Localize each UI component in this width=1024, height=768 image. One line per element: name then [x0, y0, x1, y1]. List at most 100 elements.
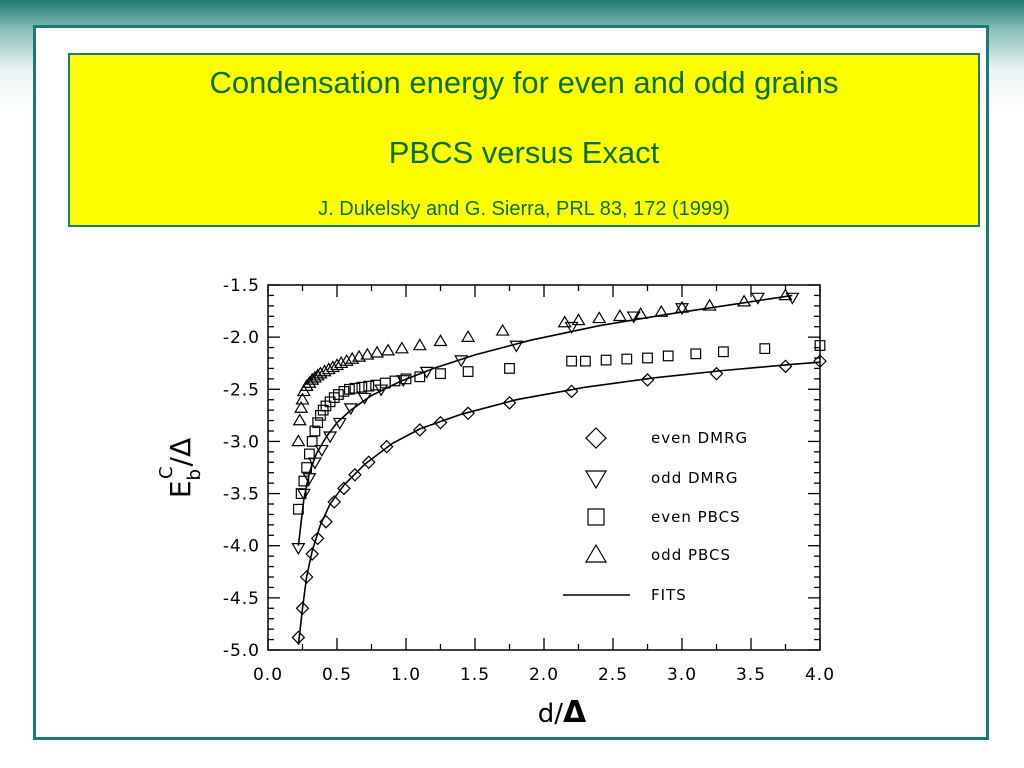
odd-pbcs-point: [299, 378, 314, 391]
even-pbcs-point: [600, 354, 612, 366]
even-pbcs-point: [298, 475, 310, 487]
odd-pbcs-point: [612, 309, 627, 322]
citation: J. Dukelsky and G. Sierra, PRL 83, 172 (…: [318, 198, 730, 220]
even-pbcs-point: [389, 375, 401, 387]
odd-dmrg-point: [291, 542, 306, 555]
even-pbcs-point: [328, 392, 340, 404]
x-tick-label: 0.5: [322, 665, 352, 685]
odd-pbcs-point: [339, 353, 354, 366]
even-pbcs-point: [642, 352, 653, 364]
even-dmrg-point: [361, 455, 376, 470]
odd-pbcs-point: [592, 311, 607, 324]
even-dmrg-point: [709, 366, 724, 381]
odd-dmrg-point: [785, 292, 800, 305]
y-tick-label: -3.5: [223, 485, 260, 505]
y-axis-title-sup: C: [156, 466, 177, 479]
y-tick-label: -5.0: [223, 641, 260, 661]
odd-dmrg-point: [332, 417, 347, 430]
legend: even DMRG odd DMRG even PBCS odd PBCS FITS: [563, 427, 748, 604]
odd-pbcs-point: [291, 434, 306, 447]
even-pbcs-point: [579, 355, 591, 367]
data-points: [291, 288, 827, 645]
odd-pbcs-point: [334, 356, 349, 369]
svg-text:EbC/Δ: EbC/Δ: [156, 438, 205, 498]
odd-pbcs-point: [360, 347, 375, 360]
odd-pbcs-point: [305, 372, 320, 385]
plot-area-border: [267, 284, 821, 651]
odd-dmrg-point: [626, 311, 641, 324]
x-axis-title: d/Δ: [538, 695, 587, 730]
x-tick-label: 1.0: [391, 665, 421, 685]
odd-dmrg-point: [564, 321, 579, 334]
even-pbcs-point: [690, 348, 702, 360]
even-pbcs-point: [301, 462, 313, 473]
even-pbcs-point: [414, 371, 426, 383]
even-dmrg-point: [640, 373, 655, 387]
even-pbcs-point: [309, 425, 321, 437]
legend-label: odd PBCS: [651, 546, 731, 564]
odd-pbcs-point: [433, 334, 448, 347]
y-tick-label: -2.0: [223, 328, 260, 348]
even-dmrg-point: [412, 423, 427, 437]
slide-title: Condensation energy for even and odd gra…: [209, 65, 839, 100]
odd-dmrg-point: [357, 392, 372, 405]
y-tick-label: -4.0: [223, 537, 260, 557]
odd-pbcs-point: [571, 313, 586, 326]
even-pbcs-point: [320, 400, 332, 412]
legend-marker-odd-dmrg: [584, 470, 608, 490]
x-axis-title-main: d/: [538, 699, 564, 729]
title-box: Condensation energy for even and odd gra…: [68, 53, 980, 227]
even-dmrg-point: [778, 359, 793, 374]
legend-label: even DMRG: [651, 429, 748, 447]
even-dmrg-point: [461, 406, 475, 421]
even-pbcs-point: [317, 404, 329, 416]
odd-dmrg-point: [509, 340, 524, 353]
even-pbcs-point: [356, 381, 368, 393]
odd-dmrg-point: [343, 403, 358, 416]
even-dmrg-point: [433, 415, 448, 430]
even-pbcs-point: [759, 343, 771, 355]
odd-pbcs-point: [737, 294, 752, 307]
odd-dmrg-point: [296, 488, 311, 501]
odd-pbcs-point: [495, 323, 510, 336]
x-tick-label: 0.0: [253, 665, 283, 685]
y-axis-title-tail: /Δ: [164, 438, 197, 467]
even-pbcs-point: [400, 373, 412, 385]
even-pbcs-point: [566, 355, 577, 367]
odd-pbcs-point: [633, 307, 648, 319]
y-tick-label: -3.0: [223, 432, 260, 452]
y-tick-label: -1.5: [223, 276, 260, 296]
odd-pbcs-point: [310, 368, 325, 381]
odd-pbcs-point: [674, 300, 690, 313]
odd-pbcs-point: [557, 315, 572, 328]
y-axis-title: EbC/Δ: [156, 438, 205, 498]
odd-pbcs-point: [294, 400, 309, 413]
legend-label: even PBCS: [651, 508, 741, 526]
odd-dmrg-point: [750, 292, 765, 305]
x-tick-label: 3.5: [736, 665, 766, 685]
even-pbcs-point: [324, 396, 336, 408]
odd-pbcs-point: [654, 304, 669, 317]
even-dmrg-point: [564, 384, 579, 399]
odd-pbcs-point: [295, 392, 310, 405]
legend-label: odd DMRG: [651, 469, 739, 487]
even-pbcs-point: [621, 353, 633, 365]
x-tick-label: 3.0: [667, 665, 697, 685]
y-tick-label: -4.5: [223, 589, 260, 609]
even-dmrg-point: [337, 481, 351, 496]
even-pbcs-point: [462, 366, 474, 377]
even-pbcs-point: [338, 385, 350, 397]
legend-marker-even-dmrg: [585, 427, 607, 449]
even-pbcs-point: [344, 383, 355, 395]
even-pbcs-point: [332, 389, 344, 400]
y-axis-title-main: E: [164, 480, 197, 498]
even-pbcs-point: [295, 488, 307, 499]
even-pbcs-point: [662, 350, 674, 362]
even-pbcs-point: [814, 340, 826, 351]
even-dmrg-point: [379, 439, 394, 454]
fit-line: [297, 361, 821, 645]
even-dmrg-point: [295, 601, 310, 616]
even-dmrg-point: [299, 570, 314, 584]
odd-dmrg-point: [323, 431, 338, 444]
odd-pbcs-point: [702, 298, 717, 311]
